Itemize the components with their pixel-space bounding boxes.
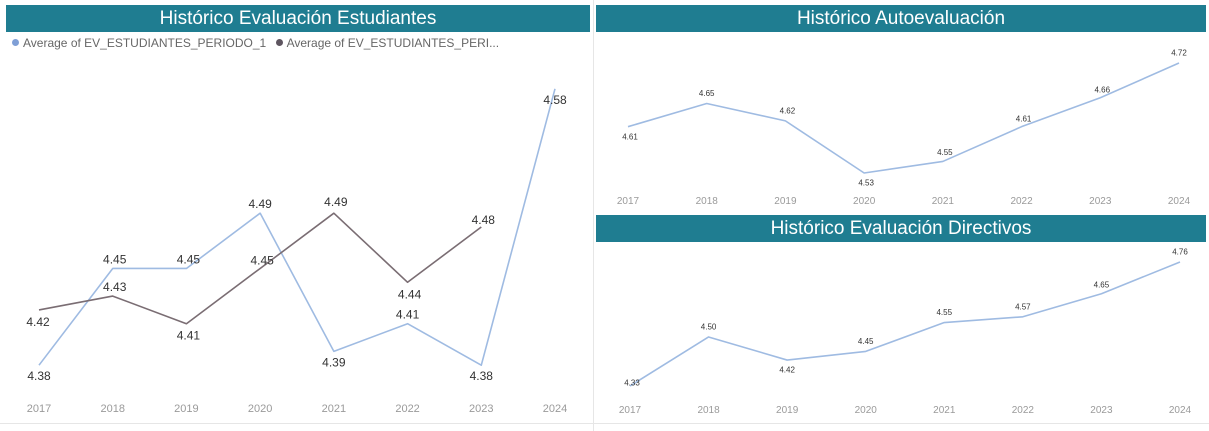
directivos-chart[interactable]: 2017 2018 2019 2020 2021 2022 2023 2024 4.33 4.50… [596, 215, 1206, 423]
data-label: 4.72 [1171, 49, 1187, 58]
data-label: 4.41 [177, 329, 201, 343]
series-line[interactable] [627, 62, 1180, 174]
data-label: 4.33 [624, 379, 640, 388]
directivos-title: Histórico Evaluación Directivos [596, 215, 1206, 242]
x-tick-label: 2023 [1090, 405, 1113, 416]
estudiantes-panel: Histórico Evaluación Estudiantes Average… [6, 5, 590, 423]
x-tick-label: 2017 [619, 405, 642, 416]
x-tick-label: 2021 [933, 405, 956, 416]
data-label: 4.55 [936, 308, 952, 317]
data-label: 4.50 [701, 323, 717, 332]
data-label: 4.45 [858, 337, 874, 346]
autoevaluacion-chart[interactable]: 2017 2018 2019 2020 2021 2022 2023 2024 4.61 4.65… [596, 5, 1206, 210]
data-label: 4.65 [1094, 280, 1110, 289]
x-tick-label: 2018 [696, 196, 719, 207]
data-label: 4.41 [396, 308, 420, 322]
estudiantes-chart[interactable]: 2017 2018 2019 2020 2021 2022 2023 2024 4.38 4.45… [6, 5, 590, 423]
x-tick-label: 2018 [100, 403, 124, 415]
data-label: 4.38 [470, 369, 494, 383]
data-label: 4.62 [780, 107, 796, 116]
autoevaluacion-panel: Histórico Autoevaluación 2017 2018 2019 202… [596, 5, 1206, 210]
series-line[interactable] [38, 88, 556, 366]
legend-dot-icon [275, 39, 283, 46]
x-tick-label: 2021 [932, 196, 955, 207]
estudiantes-title: Histórico Evaluación Estudiantes [6, 5, 590, 32]
data-label: 4.76 [1172, 248, 1188, 257]
autoevaluacion-title: Histórico Autoevaluación [596, 5, 1206, 32]
data-label: 4.39 [322, 355, 346, 369]
data-label: 4.45 [177, 252, 201, 266]
x-tick-label: 2020 [248, 403, 272, 415]
x-tick-label: 2024 [1168, 196, 1191, 207]
series-line[interactable] [38, 212, 482, 325]
x-tick-label: 2018 [697, 405, 720, 416]
x-tick-label: 2017 [617, 196, 640, 207]
data-label: 4.45 [103, 252, 127, 266]
x-tick-label: 2020 [853, 196, 876, 207]
data-label: 4.53 [858, 179, 874, 188]
data-label: 4.43 [103, 280, 127, 294]
data-label: 4.55 [937, 148, 953, 157]
data-label: 4.44 [398, 287, 422, 301]
chart-legend: Average of EV_ESTUDIANTES_PERIODO_1 Aver… [12, 36, 505, 50]
data-label: 4.61 [1016, 114, 1032, 123]
data-label: 4.38 [27, 369, 51, 383]
x-tick-label: 2022 [395, 403, 419, 415]
x-tick-label: 2019 [174, 403, 198, 415]
bottom-border [0, 423, 1209, 424]
directivos-panel: Histórico Evaluación Directivos 2017 2018… [596, 215, 1206, 423]
legend-item-series-1[interactable]: Average of EV_ESTUDIANTES_PERIODO_1 [12, 36, 266, 50]
data-label: 4.45 [250, 253, 274, 267]
series-line[interactable] [629, 261, 1181, 387]
data-label: 4.49 [324, 195, 348, 209]
x-tick-label: 2021 [322, 403, 346, 415]
data-label: 4.65 [699, 89, 715, 98]
x-tick-label: 2020 [855, 405, 878, 416]
x-tick-label: 2022 [1012, 405, 1035, 416]
legend-item-series-2[interactable]: Average of EV_ESTUDIANTES_PERI... [275, 36, 500, 50]
data-label: 4.57 [1015, 302, 1031, 311]
data-label: 4.66 [1094, 85, 1110, 94]
x-tick-label: 2022 [1010, 196, 1033, 207]
x-tick-label: 2019 [774, 196, 797, 207]
vertical-divider [593, 0, 594, 431]
data-label: 4.48 [472, 213, 496, 227]
data-label: 4.58 [543, 93, 567, 107]
data-label: 4.42 [26, 315, 50, 329]
legend-label-series-1: Average of EV_ESTUDIANTES_PERIODO_1 [23, 36, 267, 50]
x-tick-label: 2023 [1089, 196, 1112, 207]
x-tick-label: 2017 [27, 403, 51, 415]
data-label: 4.61 [622, 132, 638, 141]
x-tick-label: 2019 [776, 405, 799, 416]
data-label: 4.49 [248, 197, 272, 211]
data-label: 4.42 [779, 366, 795, 375]
x-tick-label: 2024 [1169, 405, 1192, 416]
x-tick-label: 2024 [543, 403, 567, 415]
legend-dot-icon [12, 39, 19, 46]
x-tick-label: 2023 [469, 403, 493, 415]
legend-label-series-2: Average of EV_ESTUDIANTES_PERI... [286, 36, 500, 50]
